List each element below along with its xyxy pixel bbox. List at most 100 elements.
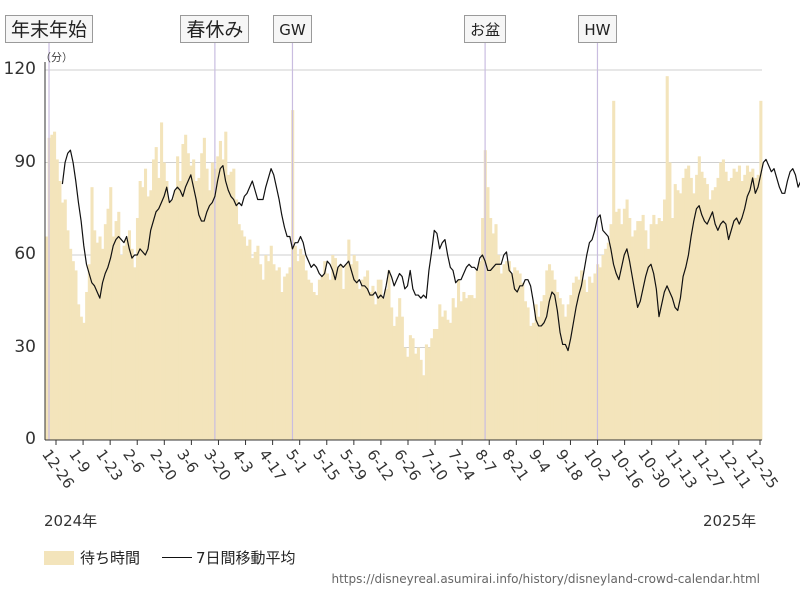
legend: 待ち時間 7日間移動平均 (44, 547, 296, 568)
bar (202, 137, 206, 441)
bar (406, 356, 410, 440)
bar (275, 270, 279, 440)
bar (598, 267, 602, 440)
bar (358, 288, 362, 440)
bar (719, 162, 723, 440)
bar (416, 347, 420, 440)
bar (168, 202, 172, 440)
bar (465, 298, 469, 440)
bar (580, 270, 584, 440)
bar (344, 264, 348, 440)
bar (756, 174, 760, 441)
bar (138, 181, 142, 440)
bar (638, 221, 643, 440)
bar (703, 177, 707, 440)
bar (740, 181, 744, 440)
bar (478, 261, 482, 440)
bar (414, 353, 418, 440)
bar (550, 270, 554, 440)
bar (323, 261, 327, 440)
bar (135, 218, 140, 440)
bar (95, 242, 99, 440)
bar (240, 230, 244, 440)
bar (489, 218, 493, 440)
bar (127, 230, 132, 440)
bar (181, 144, 185, 440)
bar (106, 208, 110, 440)
bar (221, 159, 225, 440)
bar (374, 304, 378, 440)
bar (304, 270, 308, 440)
event-label: お盆 (464, 15, 507, 43)
bar (325, 273, 329, 440)
bar (609, 224, 613, 440)
bar (176, 156, 180, 441)
bar (301, 255, 305, 440)
bar (152, 159, 156, 440)
bar (705, 184, 709, 440)
bar (459, 301, 463, 440)
bar (721, 159, 725, 440)
bar (745, 165, 750, 441)
bar (157, 177, 161, 440)
y-tick-label: 30 (14, 336, 36, 357)
bar (162, 162, 166, 440)
bar (234, 199, 239, 440)
bar (695, 174, 699, 441)
bar (352, 255, 356, 440)
bar (50, 134, 54, 440)
bar (285, 273, 289, 440)
bar (74, 270, 78, 440)
bar (242, 236, 247, 440)
bar (751, 168, 755, 440)
bar (585, 292, 589, 440)
event-label: 春休み (180, 15, 250, 43)
bar (467, 295, 471, 440)
legend-line-label: 7日間移動平均 (196, 549, 296, 567)
bar (226, 174, 231, 441)
bar (590, 282, 594, 440)
bar (561, 304, 565, 440)
bar (77, 304, 81, 440)
bar (256, 245, 260, 440)
bar (446, 319, 450, 440)
bar (625, 199, 629, 440)
bar (620, 224, 624, 440)
bar (173, 190, 177, 440)
bar (708, 199, 712, 440)
bar (569, 295, 573, 440)
bar (526, 307, 530, 440)
bar (687, 165, 691, 441)
bar (732, 168, 736, 440)
bar (192, 159, 196, 440)
bar (66, 230, 70, 440)
bar (497, 255, 501, 440)
bar (229, 171, 233, 440)
bar (395, 316, 399, 440)
bar (435, 329, 439, 440)
bar (315, 295, 319, 440)
bar (210, 162, 214, 440)
event-label: GW (273, 15, 312, 43)
bar (419, 359, 423, 440)
bar (671, 218, 675, 440)
bar (160, 122, 164, 441)
bar (521, 282, 525, 440)
bar (529, 325, 533, 440)
bar (451, 298, 455, 440)
bar (309, 282, 313, 440)
bar (427, 347, 431, 440)
bar (154, 147, 158, 441)
bar (502, 264, 506, 440)
bar (408, 335, 412, 440)
bar (499, 273, 503, 440)
bar (518, 273, 522, 440)
bar (507, 261, 511, 440)
bar (537, 316, 541, 440)
y-axis-unit: （分） (40, 51, 73, 64)
bar (347, 239, 351, 440)
bar (216, 156, 220, 441)
legend-bar-swatch (44, 550, 74, 565)
y-tick-label: 120 (3, 59, 36, 79)
bar (542, 295, 546, 440)
